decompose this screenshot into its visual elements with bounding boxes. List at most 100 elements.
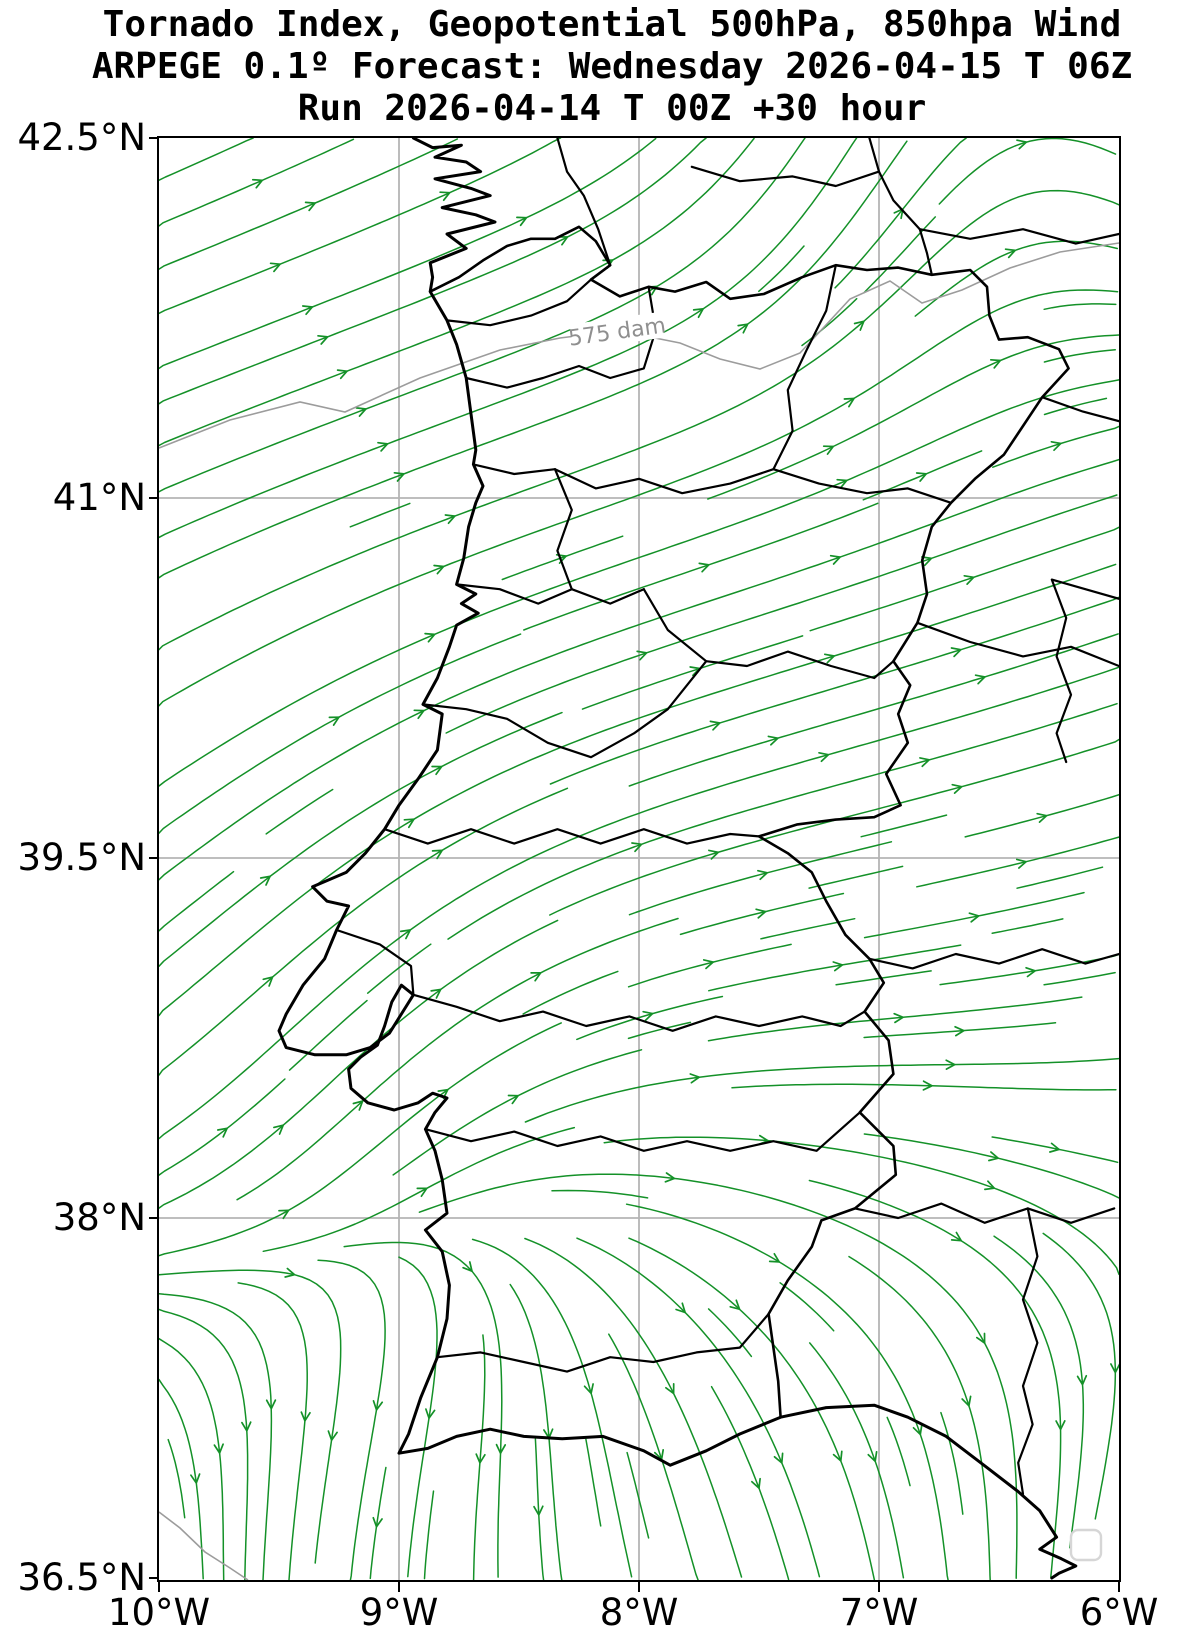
flow-arrow-icon [1050, 440, 1062, 452]
flow-arrow-icon [433, 564, 445, 575]
flow-arrow-icon [355, 407, 367, 417]
flow-arrow-icon [642, 1010, 654, 1022]
flow-arrow-icon [968, 912, 980, 923]
streamline [262, 1126, 576, 1253]
flow-arrow-icon [975, 1332, 986, 1344]
flow-arrow-icon [692, 308, 704, 319]
flow-arrow-icon [951, 783, 963, 794]
flow-arrow-icon [867, 1450, 878, 1463]
streamline [991, 918, 1064, 934]
x-tick-label-8w: 8°W [599, 1591, 679, 1634]
boundary-es-galicia-leon [868, 138, 933, 276]
streamline [863, 891, 1085, 939]
flow-arrow-icon [352, 1100, 364, 1111]
streamline [522, 970, 619, 1015]
contour-label-group: 575 dam [567, 311, 667, 352]
flow-arrow-icon [729, 1299, 741, 1311]
flow-arrow-icon [516, 216, 528, 227]
flow-arrow-icon [190, 1473, 201, 1484]
x-tick-mark [398, 1582, 400, 1592]
streamline [1043, 303, 1117, 311]
streamline [159, 458, 1119, 881]
streamline [159, 1022, 562, 1257]
geopotential-contour-arc [159, 1511, 249, 1580]
flow-arrow-icon [665, 1383, 675, 1395]
streamline [708, 944, 962, 992]
flow-arrow-icon [709, 720, 721, 731]
flow-arrow-icon [832, 1450, 843, 1462]
streamline [549, 596, 1119, 785]
flow-arrow-icon [984, 1180, 996, 1191]
flow-arrow-icon [768, 1252, 781, 1263]
geopotential-contour-575 [159, 242, 1119, 449]
streamline [159, 289, 1119, 707]
flow-arrow-icon [403, 818, 415, 829]
title-line-1: Tornado Index, Geopotential 500hPa, 850h… [102, 4, 1122, 45]
map-plot-area: 575 dam [157, 136, 1121, 1582]
x-tick-label-6w: 6°W [1079, 1591, 1159, 1634]
flow-arrow-icon [836, 478, 848, 489]
streamline [398, 1256, 438, 1578]
flow-arrow-icon [431, 765, 443, 776]
streamline [534, 1438, 545, 1580]
contour-label-mask [569, 311, 665, 351]
streamline [159, 1292, 273, 1580]
boundary-es-salamanca-caceres [916, 621, 1119, 668]
streamline [1043, 397, 1108, 416]
streamline [603, 1136, 1119, 1276]
streamline [159, 138, 806, 493]
flow-arrow-icon [424, 632, 436, 643]
streamline [848, 1255, 991, 1580]
streamline [445, 494, 1118, 734]
flow-arrow-icon [823, 653, 835, 664]
streamline [1016, 866, 1104, 889]
streamline [159, 138, 355, 227]
streamline [159, 633, 522, 834]
streamline [863, 1022, 1057, 1039]
boundaries-layer [277, 138, 1119, 1580]
streamline [628, 633, 1119, 787]
flow-arrow-icon [989, 358, 1002, 369]
flow-arrow-icon [945, 1059, 956, 1070]
streamline [679, 892, 845, 936]
streamline [159, 138, 707, 405]
flow-arrow-icon [843, 397, 855, 408]
flow-arrow-icon [530, 972, 542, 982]
flow-arrow-icon [431, 849, 443, 860]
flow-arrow-icon [755, 908, 767, 919]
flow-arrow-icon [416, 1187, 428, 1198]
flow-arrow-icon [251, 178, 264, 189]
flow-arrow-icon [259, 875, 271, 886]
streamline [576, 995, 724, 1041]
flow-arrow-icon [893, 1012, 904, 1024]
flow-arrow-icon [950, 1231, 963, 1242]
contour-label: 575 dam [567, 313, 667, 351]
streamline [1043, 971, 1116, 986]
flow-arrow-icon [317, 334, 329, 345]
streamline [710, 1385, 790, 1580]
streamline [288, 999, 368, 1071]
streamline [447, 702, 1118, 940]
streamline [549, 738, 1119, 916]
streamline [236, 917, 679, 1201]
streamline [159, 138, 459, 270]
flow-arrow-icon [708, 849, 720, 860]
flow-arrow-icon [372, 1516, 383, 1528]
title-line-3: Run 2026-04-14 T 00Z +30 hour [297, 88, 927, 129]
streamline [523, 502, 879, 631]
streamline [993, 1235, 1085, 1549]
flow-arrow-icon [737, 323, 749, 334]
flow-arrow-icon [963, 574, 975, 585]
boundary-es-extremadura-andalucia [853, 1202, 1116, 1224]
flow-arrow-icon [636, 650, 648, 661]
streamline [808, 1179, 1062, 1578]
flow-arrow-icon [921, 556, 933, 567]
flow-arrow-icon [273, 1124, 285, 1135]
streamline [860, 814, 948, 838]
streamline [159, 1337, 225, 1580]
flow-arrow-icon [773, 1452, 784, 1464]
boundary-es-zamora-salamanca [1041, 396, 1119, 423]
y-tick-mark [149, 857, 159, 859]
streamline [863, 216, 937, 294]
streamline [626, 1451, 650, 1539]
